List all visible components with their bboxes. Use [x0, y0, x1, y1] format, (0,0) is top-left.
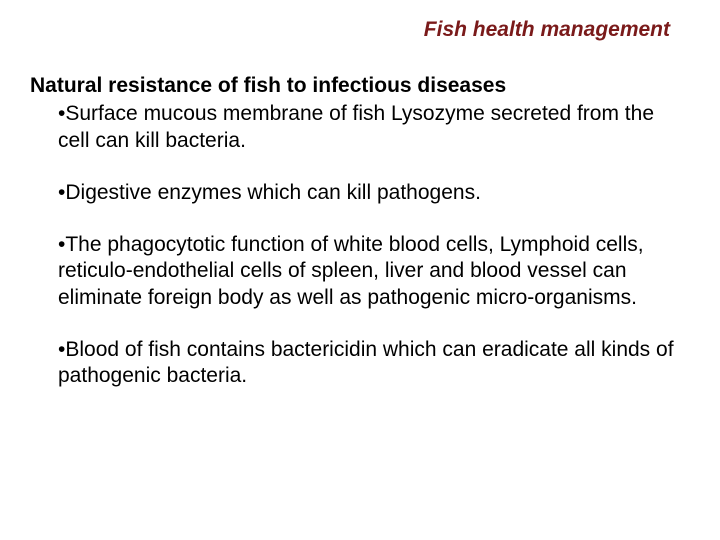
- bullet-text: Blood of fish contains bactericidin whic…: [58, 338, 674, 387]
- bullet-text: Surface mucous membrane of fish Lysozyme…: [58, 102, 654, 151]
- bullet-item: •Digestive enzymes which can kill pathog…: [58, 180, 680, 206]
- bullet-item: •The phagocytotic function of white bloo…: [58, 232, 680, 311]
- bullet-text: Digestive enzymes which can kill pathoge…: [65, 181, 481, 204]
- slide-title: Fish health management: [30, 18, 680, 42]
- bullet-item: •Blood of fish contains bactericidin whi…: [58, 337, 680, 390]
- bullet-text: The phagocytotic function of white blood…: [58, 233, 644, 309]
- bullet-item: •Surface mucous membrane of fish Lysozym…: [58, 101, 680, 154]
- section-heading: Natural resistance of fish to infectious…: [30, 72, 680, 99]
